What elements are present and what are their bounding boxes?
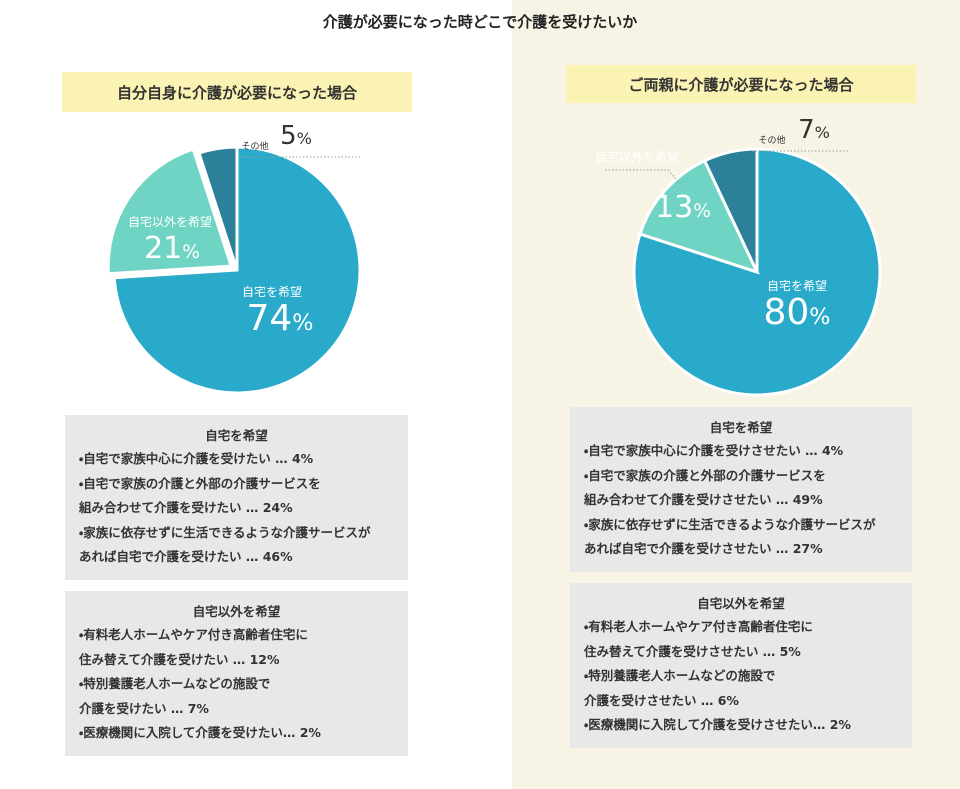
detail-line: あれば自宅で介護を受けたい … 46% <box>79 549 293 564</box>
slice-name: 自宅以外を希望 <box>128 214 212 229</box>
pie-slice <box>197 145 239 271</box>
pie-slice <box>702 147 759 273</box>
detail-heading: 自宅を希望 <box>709 420 773 435</box>
detail-heading: 自宅を希望 <box>205 428 268 443</box>
detail-box: 自宅以外を希望・有料老人ホームやケア付き高齢者住宅に 住み替えて介護を受けさせたい… <box>570 583 912 748</box>
detail-line: 住み替えて介護を受けさせたい … 5% <box>584 643 801 659</box>
slice-value-label: 7% <box>798 115 830 145</box>
slice-name: 自宅を希望 <box>242 284 302 299</box>
detail-line: ・医療機関に入院して介護を受けさせたい… 2% <box>584 717 851 732</box>
detail-line: 組み合わせて介護を受けさせたい … 49% <box>584 492 823 507</box>
detail-heading: 自宅以外を希望 <box>192 604 281 619</box>
detail-line: ・有料老人ホームやケア付き高齢者住宅に <box>79 627 308 642</box>
slice-value-label: 13% <box>655 190 711 225</box>
detail-line: あれば自宅で介護を受けさせたい … 27% <box>584 541 823 556</box>
leader-line <box>605 169 683 187</box>
detail-line: 住み替えて介護を受けたい … 12% <box>79 651 280 667</box>
detail-line: ・特別養護老人ホームなどの施設で <box>584 668 776 683</box>
slice-value-label: 21% <box>144 231 200 266</box>
detail-line: ・自宅で家族中心に介護を受けたい … 4% <box>79 451 314 466</box>
detail-line: ・医療機関に入院して介護を受けたい… 2% <box>79 725 321 740</box>
pie-slice <box>106 147 234 276</box>
slice-value-label: 74% <box>246 298 313 339</box>
detail-line: 介護を受けたい … 7% <box>79 700 209 716</box>
detail-line: ・自宅で家族中心に介護を受けさせたい … 4% <box>584 443 844 458</box>
detail-line: ・家族に依存せずに生活できるような介護サービスが <box>584 516 876 532</box>
detail-line: ・有料老人ホームやケア付き高齢者住宅に <box>584 619 813 634</box>
detail-line: ・家族に依存せずに生活できるような介護サービスが <box>79 524 371 540</box>
slice-name: 自宅以外を希望 <box>595 149 679 164</box>
detail-box: 自宅を希望・自宅で家族中心に介護を受けさせたい … 4% ・自宅で家族の介護と外部… <box>570 407 912 572</box>
slice-name: その他 <box>241 140 268 152</box>
detail-box: 自宅以外を希望・有料老人ホームやケア付き高齢者住宅に 住み替えて介護を受けたい …… <box>65 591 408 756</box>
detail-box: 自宅を希望・自宅で家族中心に介護を受けたい … 4% ・自宅で家族の介護と外部の介… <box>65 415 408 580</box>
detail-line: ・自宅で家族の介護と外部の介護サービスを <box>79 475 321 491</box>
page-title: 介護が必要になった時どこで介護を受けたいか <box>323 13 638 31</box>
slice-name: その他 <box>758 134 785 146</box>
detail-line: ・自宅で家族の介護と外部の介護サービスを <box>584 467 826 483</box>
detail-line: 組み合わせて介護を受けたい … 24% <box>79 500 293 515</box>
slice-name: 自宅を希望 <box>767 278 827 293</box>
slice-value-label: 5% <box>280 121 312 151</box>
detail-heading: 自宅以外を希望 <box>697 596 785 611</box>
title-box <box>566 65 916 103</box>
detail-line: 介護を受けさせたい … 6% <box>584 692 739 708</box>
title-box <box>62 72 412 112</box>
pie-slice <box>638 158 760 275</box>
slice-value-label: 80% <box>763 292 830 333</box>
chart-title: 自分自身に介護が必要になった場合 <box>117 84 358 102</box>
detail-line: ・特別養護老人ホームなどの施設で <box>79 676 271 691</box>
chart-title: ご両親に介護が必要になった場合 <box>628 76 854 94</box>
